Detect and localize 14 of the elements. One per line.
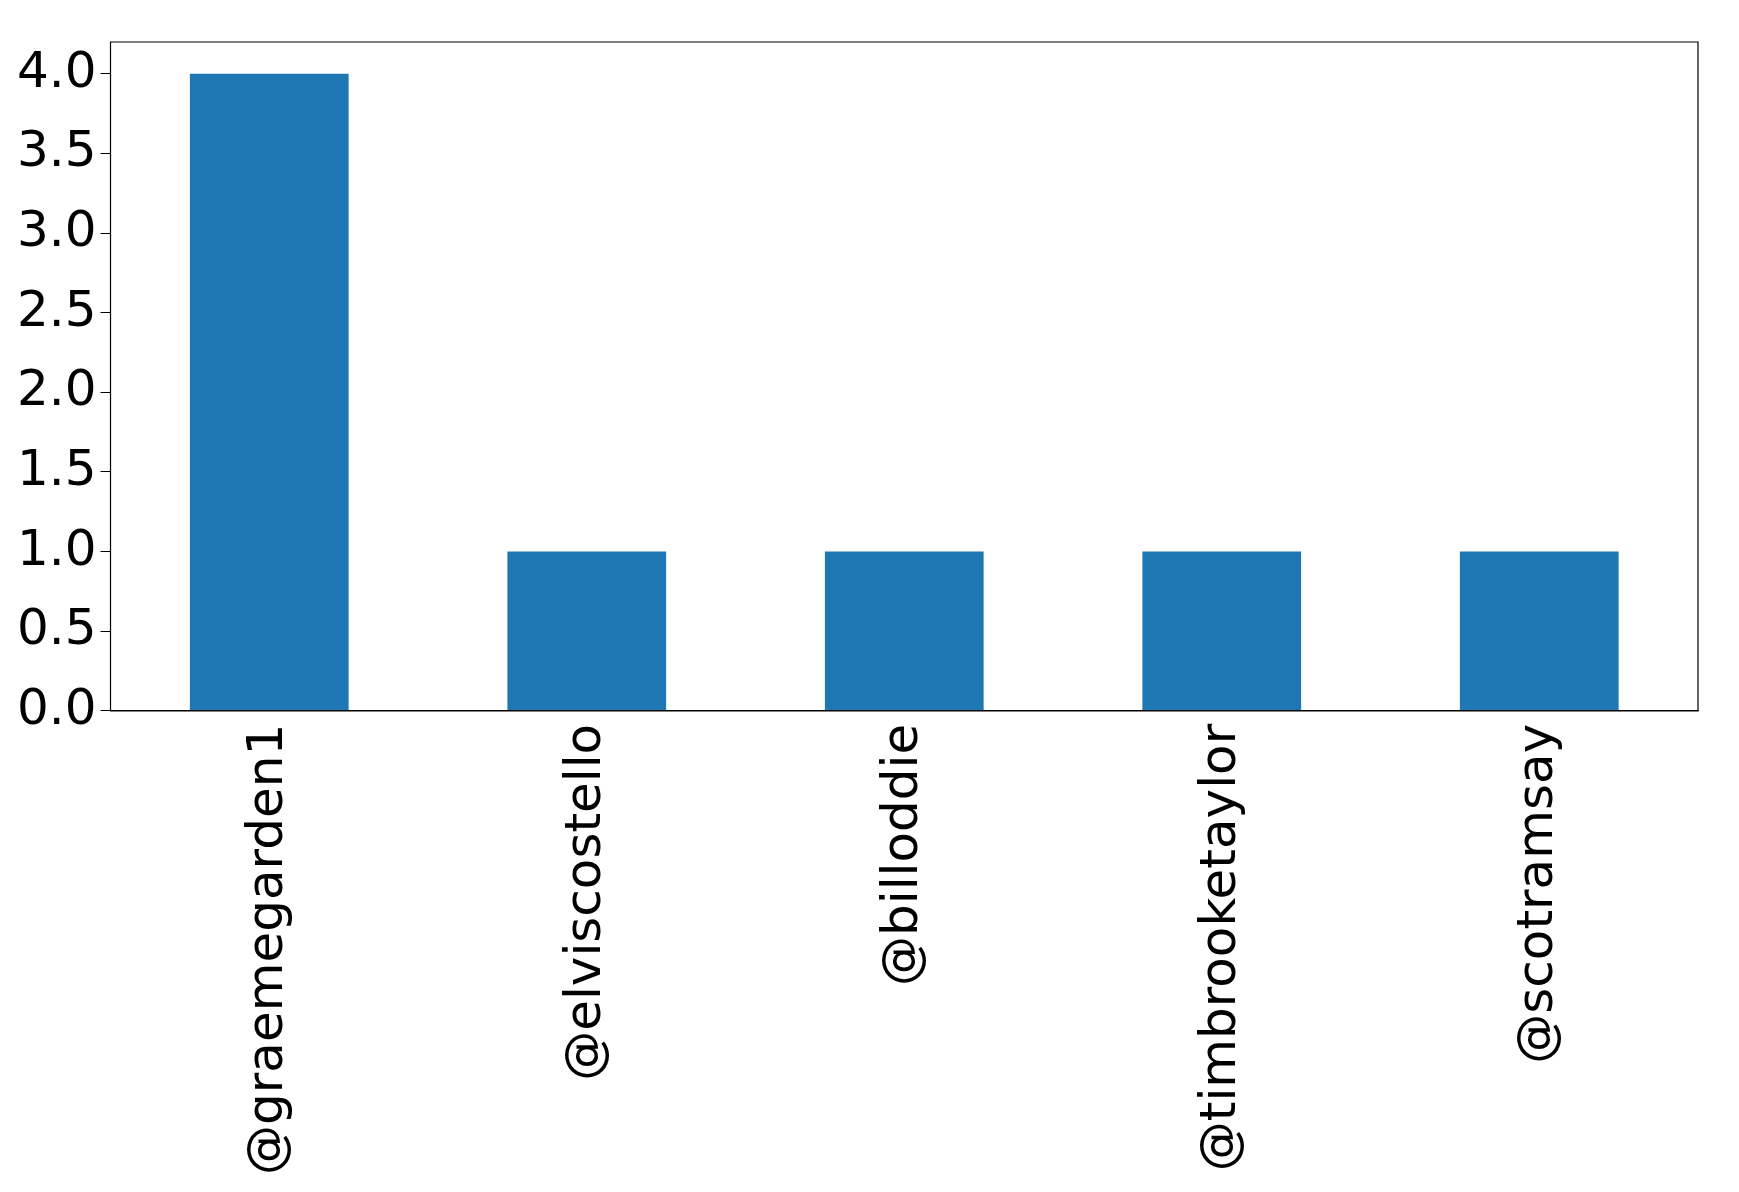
- y-tick-label: 2.0: [16, 359, 97, 418]
- x-tick-label: @scotramsay: [1506, 723, 1565, 1064]
- y-tick-label: 0.5: [16, 598, 97, 657]
- y-tick-label: 4.0: [16, 40, 97, 99]
- x-tick-label: @graemegarden1: [236, 723, 295, 1176]
- y-tick-label: 0.0: [16, 677, 97, 736]
- x-tick-label: @elviscostello: [553, 723, 612, 1081]
- y-tick-label: 1.0: [16, 518, 97, 577]
- x-tick-label: @billoddie: [871, 723, 930, 986]
- x-tick-label: @timbrooketaylor: [1188, 723, 1247, 1172]
- y-tick-label: 3.0: [16, 200, 97, 259]
- y-tick-label: 2.5: [16, 279, 97, 338]
- y-tick-label: 3.5: [16, 120, 97, 179]
- y-tick-label: 1.5: [16, 438, 97, 497]
